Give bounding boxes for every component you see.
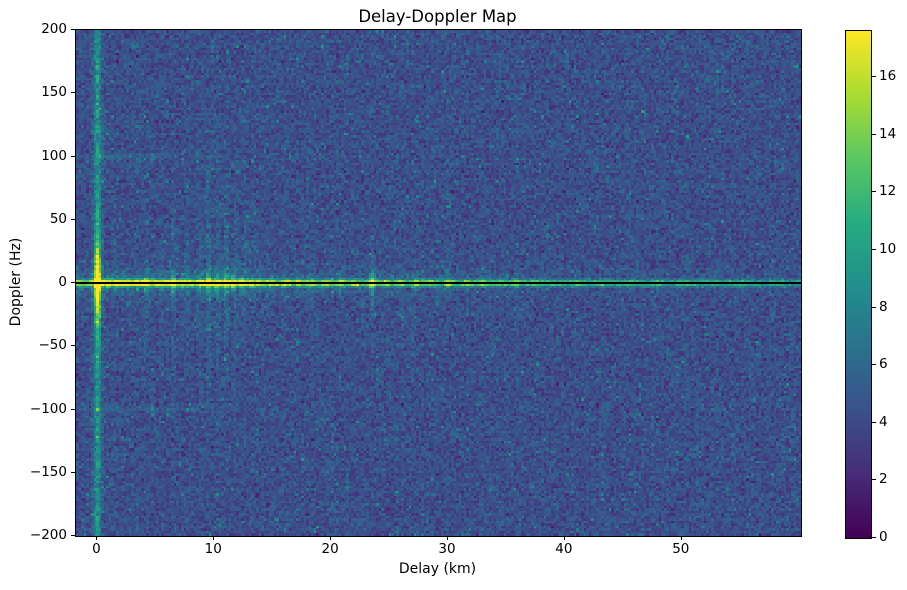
x-tick-mark [447,536,449,540]
colorbar-tick-mark [872,421,876,423]
x-tick-mark [563,536,565,540]
plot-area [75,29,802,537]
y-tick-mark [71,535,75,536]
colorbar-tick-label: 12 [879,183,897,200]
y-tick-label: 100 [41,147,67,164]
y-tick-mark [71,408,75,410]
x-tick-mark [213,536,215,540]
x-tick-mark [96,536,98,540]
y-tick-mark [71,92,75,94]
colorbar-tick-mark [872,76,876,78]
colorbar-tick-label: 16 [879,68,897,85]
x-tick-label: 30 [438,541,456,557]
y-tick-mark [71,29,75,30]
y-axis-label: Doppler (Hz) [8,237,24,327]
colorbar-tick-mark [872,191,876,193]
y-tick-mark [71,218,75,220]
y-tick-mark [71,471,75,473]
y-tick-mark [71,345,75,347]
x-tick-label: 0 [92,541,101,557]
colorbar-tick-label: 4 [879,413,888,430]
x-tick-mark [680,536,682,540]
x-tick-mark [330,536,332,540]
colorbar-tick-mark [872,248,876,250]
colorbar-tick-mark [872,364,876,366]
colorbar-tick-mark [872,133,876,135]
y-tick-label: −200 [29,527,67,543]
y-tick-mark [71,282,75,283]
y-tick-label: −50 [38,337,68,354]
x-tick-label: 50 [672,541,690,557]
colorbar [845,30,872,539]
colorbar-tick-label: 14 [879,125,897,142]
colorbar-tick-label: 10 [879,240,897,257]
x-tick-label: 10 [204,541,222,557]
y-tick-label: −150 [29,463,67,480]
heatmap-canvas [76,30,801,536]
y-tick-label: 150 [41,84,67,101]
x-axis-label: Delay (km) [398,561,477,577]
colorbar-tick-label: 6 [879,356,888,373]
colorbar-tick-mark [872,537,876,538]
x-tick-label: 20 [321,541,339,557]
y-tick-mark [71,155,75,157]
colorbar-tick-label: 8 [879,298,888,315]
chart-title: Delay-Doppler Map [358,7,517,26]
y-tick-label: 0 [58,274,67,290]
y-tick-label: −100 [29,400,67,417]
x-tick-label: 40 [555,541,573,557]
colorbar-tick-label: 2 [879,471,888,488]
y-tick-label: 50 [49,210,67,227]
y-tick-label: 200 [41,21,67,37]
colorbar-tick-mark [872,306,876,308]
colorbar-gradient-canvas [846,31,871,538]
colorbar-tick-label: 0 [879,529,888,545]
colorbar-tick-mark [872,479,876,481]
